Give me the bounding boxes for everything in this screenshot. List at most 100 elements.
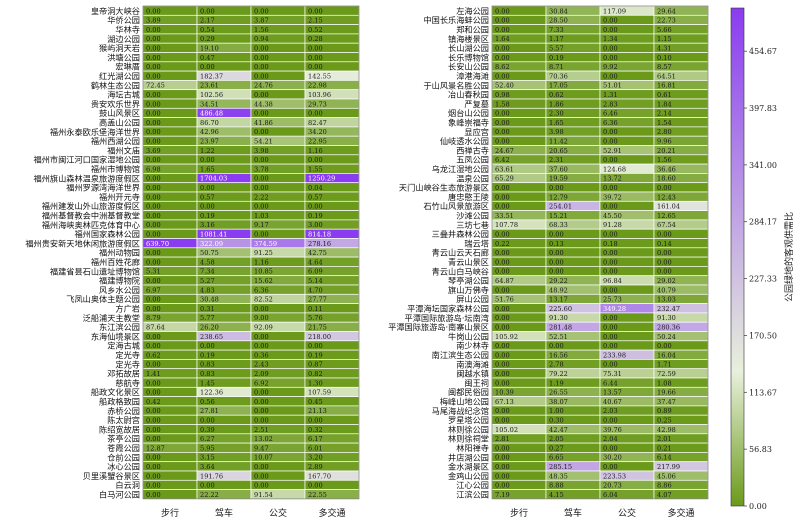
cell-value-label: 8.88 (549, 482, 564, 490)
row-label: 方广岩 (115, 303, 140, 313)
cell-value-label: 5.76 (308, 314, 323, 322)
cell-value-label: 91.54 (254, 491, 273, 499)
cell-value-label: 4.70 (308, 286, 323, 294)
cell-value-label: 0.00 (146, 407, 161, 415)
cell-value-label: 27.81 (200, 407, 219, 415)
cell-value-label: 1.16 (254, 258, 269, 266)
cell-value-label: 91.30 (657, 314, 676, 322)
row-label: 南少林寺 (456, 341, 489, 351)
cell-value-label: 0.00 (146, 454, 161, 462)
cell-value-label: 0.00 (603, 258, 618, 266)
cell-value-label: 7.33 (549, 26, 564, 34)
cell-value-label: 0.00 (254, 91, 269, 99)
cell-value-label: 0.52 (308, 26, 323, 34)
cell-value-label: 22.22 (200, 491, 219, 499)
cell-value-label: 0.00 (657, 249, 672, 257)
cell-value-label: 0.94 (254, 35, 269, 43)
cell-value-label: 1.22 (200, 147, 215, 155)
cell-value-label: 1.16 (308, 147, 323, 155)
row-label: 于山风景名胜公园 (423, 80, 489, 90)
row-label: 沙滩公园 (456, 210, 489, 220)
cell-value-label: 0.00 (495, 54, 510, 62)
cell-value-label: 19.66 (657, 389, 676, 397)
cell-value-label: 2.14 (657, 110, 672, 118)
cell-value-label: 0.42 (146, 398, 161, 406)
cell-value-label: 0.00 (308, 342, 323, 350)
cell-value-label: 0.00 (603, 333, 618, 341)
cell-value-label: 0.00 (146, 35, 161, 43)
cell-value-label: 0.00 (146, 100, 161, 108)
cell-value-label: 1.17 (549, 35, 564, 43)
cell-value-label: 0.00 (495, 482, 510, 490)
cell-value-label: 0.00 (146, 184, 161, 192)
row-label: 闽都民俗园 (448, 387, 489, 397)
cell-value-label: 0.00 (549, 230, 564, 238)
colorbar-tick-label: 397.83 (749, 104, 777, 113)
cell-value-label: 182.37 (200, 72, 223, 80)
row-label: 冶山春秋园 (448, 90, 489, 100)
cell-value-label: 2.31 (549, 156, 564, 164)
cell-value-label: 30.20 (603, 454, 622, 462)
cell-value-label: 0.00 (254, 175, 269, 183)
cell-value-label: 374.59 (254, 240, 277, 248)
row-label: 泛船浦天主教堂 (83, 313, 140, 323)
row-label: 罗星塔公园 (448, 415, 489, 425)
cell-value-label: 23.61 (200, 82, 219, 90)
cell-value-label: 0.00 (495, 323, 510, 331)
cell-value-label: 5.66 (657, 26, 672, 34)
row-label: 青云山白马峡谷 (432, 266, 489, 276)
cell-value-label: 0.87 (308, 361, 323, 369)
row-label: 旗山万佛寺 (448, 285, 489, 295)
cell-value-label: 9.92 (603, 63, 618, 71)
cell-value-label: 67.54 (657, 221, 676, 229)
row-label: 慈航寺 (115, 378, 140, 388)
row-label: 五凤公园 (456, 155, 489, 165)
cell-value-label: 5.14 (308, 277, 323, 285)
cell-value-label: 0.00 (254, 472, 269, 480)
row-label: 烟台山公园 (448, 108, 489, 118)
cell-value-label: 0.00 (146, 389, 161, 397)
colorbar-ticks: 454.67 397.83 341.00 284.17 227.33 170.50 113.… (744, 47, 777, 511)
cell-value-label: 814.18 (308, 230, 331, 238)
cell-value-label: 0.00 (495, 416, 510, 424)
row-label: 福州建发山外山旅游度假区 (42, 201, 140, 211)
cell-value-label: 1.84 (657, 100, 672, 108)
row-label: 苍霞公园 (107, 443, 140, 453)
cell-value-label: 29.22 (549, 277, 568, 285)
cell-value-label: 278.16 (308, 240, 331, 248)
cell-value-label: 322.09 (200, 240, 223, 248)
row-label: 乌龙江湿地公园 (432, 164, 489, 174)
cell-value-label: 0.00 (200, 416, 215, 424)
cell-value-label: 48.92 (549, 286, 568, 294)
cell-value-label: 67.13 (495, 398, 514, 406)
cell-value-label: 21.13 (308, 407, 327, 415)
cell-value-label: 16.81 (657, 82, 676, 90)
cell-value-label: 1250.29 (308, 175, 335, 183)
cell-value-label: 9.96 (657, 137, 672, 145)
cell-value-label: 0.00 (495, 258, 510, 266)
cell-value-label: 0.00 (603, 54, 618, 62)
cell-value-label: 6.09 (308, 268, 323, 276)
cell-value-label: 122.36 (200, 389, 223, 397)
row-label: 高盖山公园 (99, 117, 140, 127)
cell-value-label: 13.57 (603, 389, 622, 397)
row-label: 中国长乐海蚌公园 (423, 15, 489, 25)
row-label: 西禅古寺 (456, 145, 489, 155)
row-label: 福建博物院 (99, 276, 140, 286)
row-label: 左海公园 (456, 6, 489, 16)
row-label: 风乡水公园 (99, 285, 140, 295)
panel-frame (142, 5, 360, 500)
cell-value-label: 0.19 (308, 212, 323, 220)
row-label: 象峰崇福寺 (448, 117, 489, 127)
cell-value-label: 0.00 (146, 137, 161, 145)
cell-value-label: 2.83 (603, 100, 618, 108)
row-label: 平潭国际旅游岛·南寨山景区 (388, 322, 489, 332)
cell-value-label: 10.85 (254, 268, 273, 276)
cell-value-label: 0.00 (549, 184, 564, 192)
cell-value-label: 0.61 (657, 91, 672, 99)
cell-value-label: 48.35 (549, 472, 568, 480)
cell-value-label: 0.00 (495, 463, 510, 471)
row-label: 严复墓 (464, 99, 489, 109)
cell-value-label: 1.65 (549, 119, 564, 127)
cell-value-label: 0.00 (603, 249, 618, 257)
